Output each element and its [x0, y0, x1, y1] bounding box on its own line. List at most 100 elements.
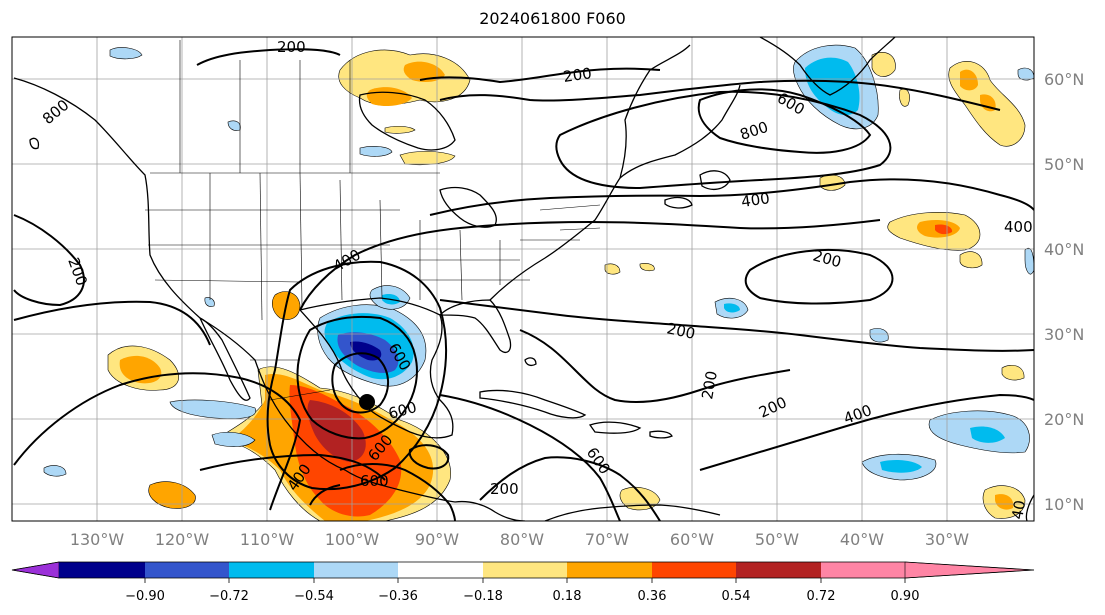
- political-borders: [145, 40, 601, 401]
- coast-labrador: [619, 44, 691, 179]
- coast-africa-west: [1025, 494, 1034, 521]
- colorbar-segment: [904, 561, 1035, 579]
- contour-label: 400: [1004, 218, 1033, 236]
- lon-tick-label: 110°W: [240, 530, 295, 549]
- negative-anomaly-region-small-e: [359, 146, 393, 157]
- lat-tick-label: 10°N: [1044, 495, 1084, 514]
- height-contours: [13, 48, 1034, 521]
- positive-anomaly-region-small-2: [871, 51, 896, 77]
- contour-600-loop-small: [408, 444, 450, 470]
- coast-south-america: [544, 504, 721, 521]
- map-title: 2024061800 F060: [479, 9, 626, 28]
- colorbar-tick-label: 0.72: [807, 589, 836, 604]
- negative-anomaly-region-small-d: [869, 328, 889, 343]
- colorbar-tick-label: −0.90: [125, 589, 165, 604]
- positive-anomaly-region-small-4: [1001, 365, 1025, 381]
- contour-600-ring: [555, 90, 892, 190]
- coastlines: [13, 37, 1034, 521]
- coast-newfoundland: [699, 170, 731, 191]
- coast-cuba: [479, 389, 587, 419]
- negative-anomaly-region-small-g: [204, 297, 215, 307]
- lat-tick-label: 30°N: [1044, 325, 1084, 344]
- coast-east: [489, 84, 741, 301]
- contour-200-atlantic-north: [439, 79, 1001, 111]
- contour-400-mexico: [266, 260, 447, 491]
- colorbar-tick-label: −0.54: [294, 589, 334, 604]
- contour-800-ring: [697, 88, 872, 154]
- map-gridlines: [12, 37, 1034, 521]
- lon-tick-label: 60°W: [670, 530, 714, 549]
- lon-tick-label: 90°W: [415, 530, 459, 549]
- coast-hudson-bay: [358, 91, 456, 151]
- colorbar-segment: [483, 562, 567, 578]
- contour-400-east: [699, 393, 1034, 471]
- coast-hispaniola: [588, 421, 642, 434]
- positive-anomaly-region-pacific-south: [148, 481, 196, 509]
- contour-600-caribbean: [439, 394, 621, 521]
- negative-anomaly-region-pacific: [169, 399, 257, 419]
- contour-600-south: [309, 463, 456, 521]
- positive-anomaly-region-atlantic-mid-core: [935, 224, 953, 235]
- colorbar-tick-label: 0.36: [638, 589, 667, 604]
- colorbar-segment: [821, 562, 905, 578]
- contour-600-mexico: [296, 315, 418, 440]
- negative-anomaly-region-small-f: [43, 465, 67, 477]
- colorbar-segment: [11, 561, 60, 579]
- low-pressure-center-marker: [359, 394, 375, 410]
- longitude-axis: 130°W 120°W 110°W 100°W 90°W 80°W 70°W 6…: [70, 530, 969, 549]
- positive-anomaly-region-atlantic-ne-inner: [960, 69, 978, 91]
- colorbar-tick-label: 0.18: [553, 589, 582, 604]
- contour-600-south-2: [199, 453, 386, 481]
- contour-label: 200: [490, 480, 519, 498]
- contour-label-group: 200 200 200 200 200 200 200 200 400 400 …: [39, 38, 1033, 521]
- colorbar: −0.90 −0.72 −0.54 −0.36 −0.18 0.18 0.36 …: [11, 561, 1035, 604]
- coast-gulf: [299, 297, 454, 439]
- latitude-axis: 10°N 20°N 30°N 40°N 50°N 60°N: [1044, 70, 1084, 514]
- colorbar-segment: [229, 562, 314, 578]
- contour-label: 40: [1008, 499, 1029, 521]
- contour-600-mexico-inner: [331, 352, 389, 414]
- colorbar-tick-label: −0.18: [463, 589, 503, 604]
- colorbar-segment: [145, 562, 229, 578]
- colorbar-segment: [59, 562, 145, 578]
- contour-200-south-loop: [479, 456, 661, 521]
- lat-tick-label: 60°N: [1044, 70, 1084, 89]
- coast-nova-scotia: [664, 196, 693, 209]
- colorbar-tick-label: 0.90: [891, 589, 920, 604]
- coast-greenland: [759, 37, 896, 96]
- positive-anomaly-region-canada-inner-2: [403, 61, 445, 83]
- contour-label: 200: [698, 369, 721, 400]
- positive-anomaly-region-small-7: [639, 263, 655, 272]
- lon-tick-label: 80°W: [500, 530, 544, 549]
- colorbar-segment: [314, 562, 398, 578]
- coast-bahamas: [524, 357, 537, 367]
- contour-label: 400: [740, 189, 771, 211]
- contour-200-west-2: [13, 300, 211, 346]
- positive-anomaly-region-mexico-max: [307, 400, 366, 462]
- contour-label: 200: [277, 38, 306, 56]
- negative-anomaly-region-atlantic-south-inner: [880, 459, 922, 473]
- coast-north-america-west: [13, 77, 456, 503]
- contour-200-north: [196, 48, 661, 84]
- contour-200-east-ring: [744, 249, 894, 305]
- contour-label: 200: [562, 64, 593, 86]
- contour-200-south-atlantic: [439, 299, 1034, 352]
- negative-anomaly-region-pacific-2: [211, 431, 256, 447]
- lon-tick-label: 130°W: [70, 530, 125, 549]
- colorbar-outline: [11, 561, 1035, 579]
- lat-tick-label: 40°N: [1044, 240, 1084, 259]
- lon-tick-label: 70°W: [585, 530, 629, 549]
- map-plot-area: 200 200 200 200 200 200 200 200 400 400 …: [12, 37, 1034, 521]
- contour-400-mid: [299, 219, 881, 311]
- positive-anomaly-region-hudson: [399, 151, 456, 166]
- coast-central-america: [454, 500, 526, 521]
- contour-400-outer: [13, 372, 302, 511]
- positive-anomaly-region-small-6: [604, 263, 621, 275]
- lon-tick-label: 30°W: [925, 530, 969, 549]
- coast-alaska-islands: [29, 137, 40, 150]
- contour-label: 200: [665, 319, 697, 343]
- colorbar-segment: [652, 562, 736, 578]
- colorbar-segment: [398, 562, 483, 578]
- coast-florida: [439, 299, 512, 354]
